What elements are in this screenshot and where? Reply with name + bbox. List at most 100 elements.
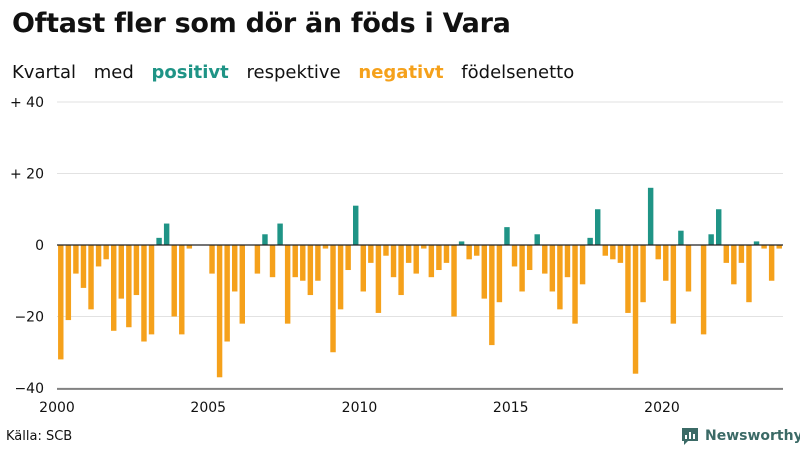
bar: [360, 245, 366, 292]
bar: [632, 245, 639, 374]
bar: [670, 245, 677, 324]
bar: [625, 245, 631, 313]
x-tick-label: 2015: [493, 400, 529, 416]
bar: [179, 245, 185, 335]
bar: [345, 245, 351, 271]
x-tick-label: 2005: [190, 400, 226, 416]
x-tick-label: 2000: [39, 400, 75, 416]
bar: [579, 245, 586, 285]
bar: [647, 187, 654, 245]
chart-subtitle: Kvartal med positivt respektive negativt…: [12, 62, 586, 83]
bar: [232, 245, 238, 292]
bar: [436, 245, 442, 271]
subtitle-word-respektive: respektive: [246, 62, 341, 83]
bar: [451, 245, 457, 317]
bar: [519, 245, 525, 292]
bar: [458, 241, 465, 245]
bar: [640, 245, 646, 303]
y-tick-label: 0: [35, 238, 44, 254]
bar: [700, 245, 707, 335]
bar: [95, 245, 102, 267]
bar: [474, 245, 480, 256]
bar: [511, 245, 518, 267]
bar: [58, 245, 64, 360]
y-tick-label: −40: [14, 381, 44, 397]
bar: [398, 245, 404, 296]
bar: [708, 234, 714, 245]
x-tick-label: 2020: [644, 400, 680, 416]
bar: [103, 245, 109, 260]
bar: [428, 245, 435, 278]
bar: [549, 245, 556, 292]
bar: [466, 245, 472, 260]
bar: [262, 234, 268, 245]
bar: [678, 230, 684, 245]
bar: [413, 245, 419, 274]
subtitle-word-fodelsenetto: födelsenetto: [461, 62, 575, 83]
bar: [88, 245, 94, 310]
bar: [171, 245, 177, 317]
bar: [723, 245, 729, 263]
bar: [655, 245, 661, 260]
bar: [65, 245, 72, 321]
bar: [277, 223, 283, 245]
brand-name: Newsworthy: [705, 428, 800, 444]
newsworthy-logo-icon: [682, 428, 698, 445]
bar: [443, 245, 450, 263]
bar: [496, 245, 503, 303]
bar: [141, 245, 147, 342]
bar: [216, 245, 223, 378]
bar: [330, 245, 336, 353]
y-tick-label: + 40: [10, 95, 44, 111]
bar: [489, 245, 495, 346]
y-tick-label: −20: [14, 310, 44, 326]
bar: [776, 245, 782, 249]
bar: [390, 245, 397, 278]
bar: [564, 245, 571, 278]
bar: [307, 245, 314, 296]
bar: [209, 245, 215, 274]
bar: [753, 241, 760, 245]
bar: [322, 245, 329, 249]
bar: [224, 245, 230, 342]
bar: [685, 245, 692, 292]
bar: [383, 245, 389, 256]
bar: [595, 209, 601, 245]
bar: [746, 245, 752, 303]
bar: [534, 234, 540, 245]
bar: [557, 245, 563, 310]
bar: [368, 245, 374, 263]
bar: [300, 245, 306, 281]
bar: [111, 245, 117, 331]
bar: [118, 245, 124, 299]
bar: [269, 245, 276, 278]
bar: [610, 245, 616, 260]
chart-title: Oftast fler som dör än föds i Vara: [12, 8, 511, 39]
brand-logo: Newsworthy: [680, 426, 800, 446]
bar: [663, 245, 669, 281]
bar: [315, 245, 321, 281]
bar: [526, 245, 533, 271]
bar: [617, 245, 624, 263]
bar: [481, 245, 487, 299]
bar: [542, 245, 548, 274]
subtitle-word-kvartal: Kvartal: [12, 62, 76, 83]
bar: [761, 245, 767, 249]
bar: [156, 237, 162, 245]
bar: [353, 205, 359, 245]
bar: [716, 209, 722, 245]
bar: [254, 245, 261, 274]
bar: [738, 245, 745, 263]
bar: [73, 245, 79, 274]
bar: [572, 245, 578, 324]
bar: [768, 245, 775, 281]
bar: [163, 223, 170, 245]
source-note: Källa: SCB: [6, 429, 73, 444]
bar: [602, 245, 608, 256]
bar: [148, 245, 155, 335]
subtitle-word-med: med: [93, 62, 134, 83]
bar: [504, 227, 510, 246]
bar: [239, 245, 245, 324]
subtitle-negative-word: negativt: [358, 62, 444, 83]
